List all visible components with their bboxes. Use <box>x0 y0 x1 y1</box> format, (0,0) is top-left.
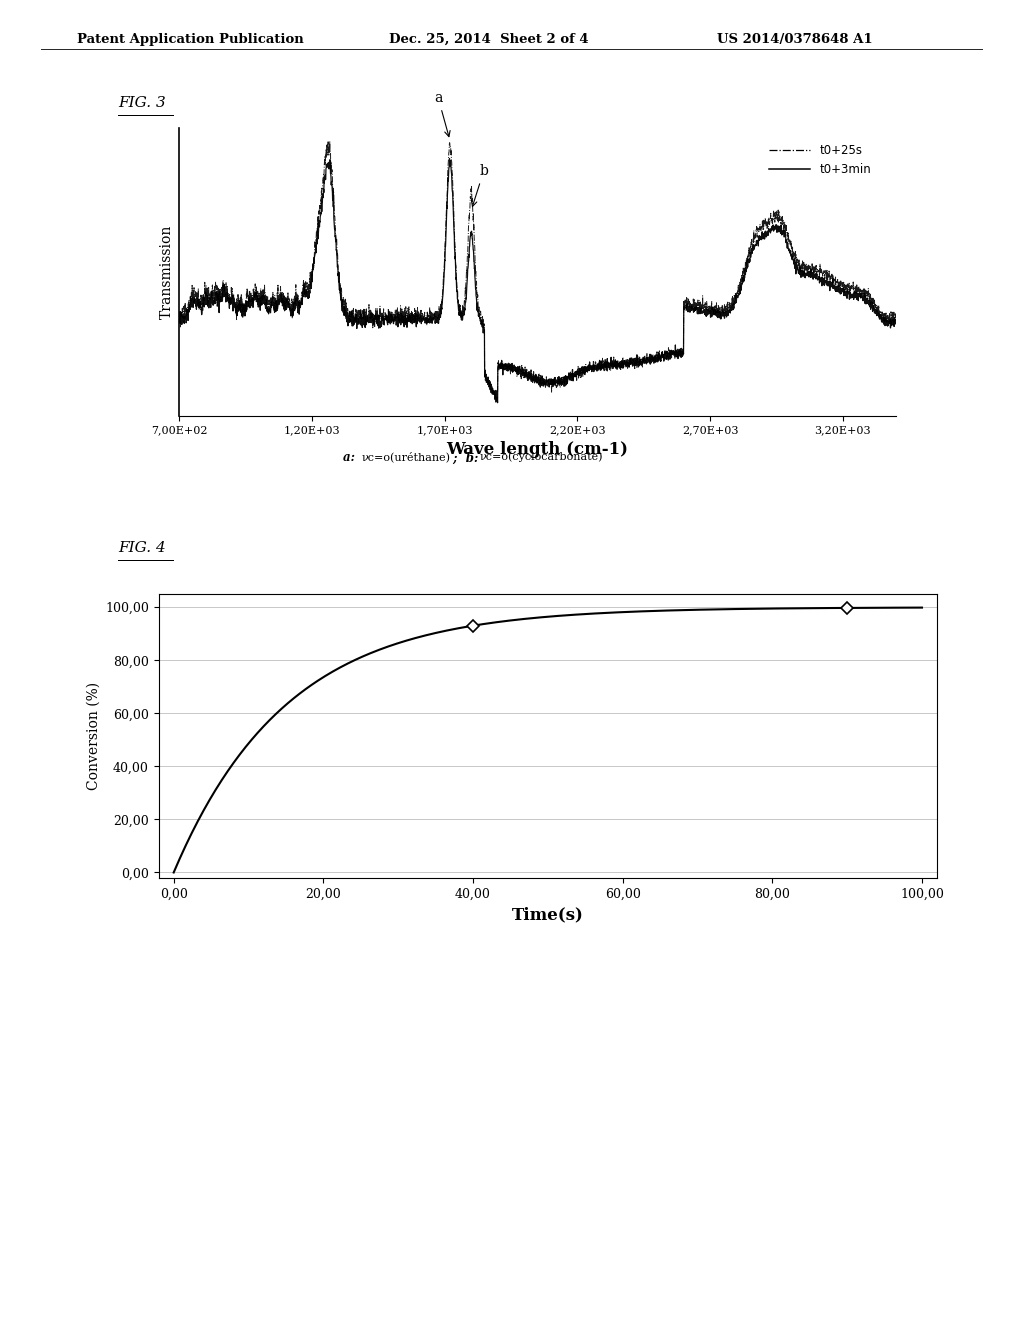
Text: ;  b:: ; b: <box>449 451 482 465</box>
Text: Dec. 25, 2014  Sheet 2 of 4: Dec. 25, 2014 Sheet 2 of 4 <box>389 33 589 46</box>
Text: a: a <box>434 91 451 137</box>
Text: νc=o(cyclocarbonate): νc=o(cyclocarbonate) <box>479 451 603 462</box>
Text: FIG. 3: FIG. 3 <box>118 96 166 111</box>
Text: a:: a: <box>343 451 359 465</box>
X-axis label: Wave length (cm-1): Wave length (cm-1) <box>446 441 629 458</box>
Y-axis label: Conversion (%): Conversion (%) <box>87 682 101 789</box>
Y-axis label: Transmission: Transmission <box>160 224 174 319</box>
Text: b: b <box>471 165 488 206</box>
Text: νc=o(uréthane): νc=o(uréthane) <box>361 451 451 462</box>
Text: US 2014/0378648 A1: US 2014/0378648 A1 <box>717 33 872 46</box>
Text: Patent Application Publication: Patent Application Publication <box>77 33 303 46</box>
Legend: t0+25s, t0+3min: t0+25s, t0+3min <box>764 140 876 181</box>
X-axis label: Time(s): Time(s) <box>512 906 584 923</box>
Text: FIG. 4: FIG. 4 <box>118 541 166 556</box>
